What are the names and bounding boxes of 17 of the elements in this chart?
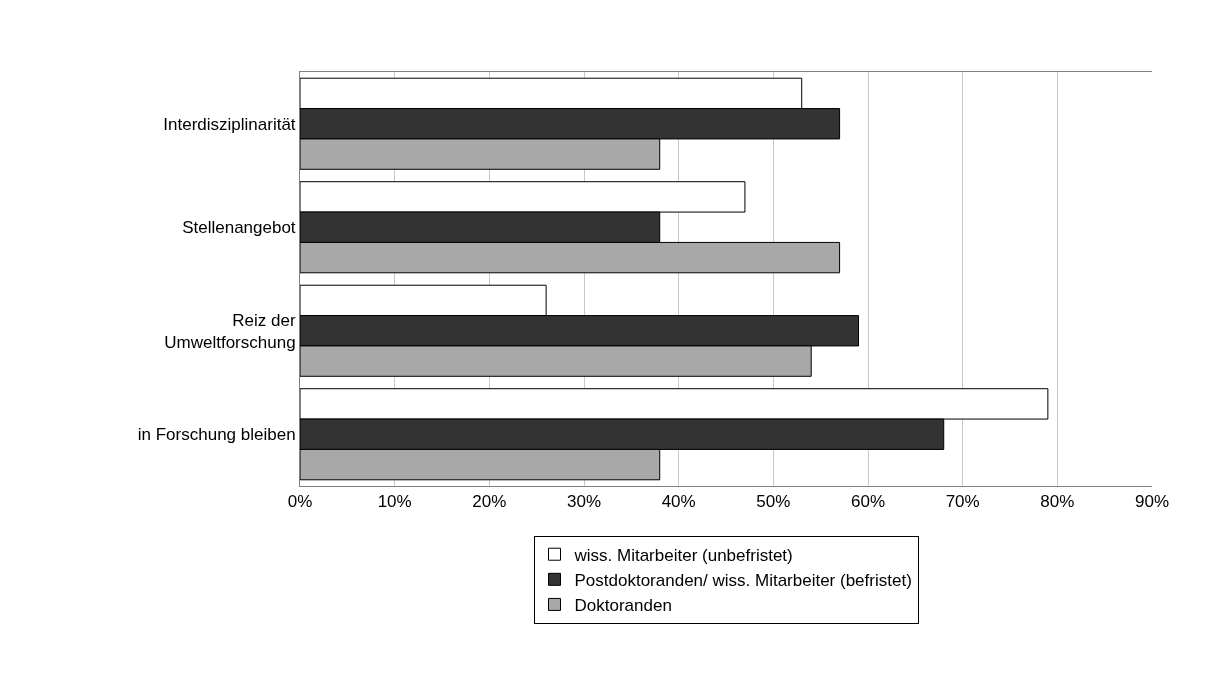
x-tick-label: 0%	[287, 492, 313, 512]
x-tick-label: 90%	[1134, 492, 1170, 512]
legend-label: Doktoranden	[574, 596, 672, 616]
x-tick-label: 20%	[472, 492, 507, 512]
x-tick-label: 80%	[1040, 492, 1075, 512]
x-tick-label: 40%	[661, 492, 696, 512]
x-tick-label: 50%	[756, 492, 791, 512]
x-tick-label: 70%	[945, 492, 980, 512]
legend-label: wiss. Mitarbeiter (unbefristet)	[573, 545, 793, 565]
x-tick-label: 30%	[566, 492, 602, 512]
y-tick-label: Interdisziplinarität	[163, 114, 296, 134]
y-tick-label: Stellenangebot	[182, 218, 296, 238]
x-tick-label: 60%	[850, 492, 886, 512]
y-tick-label: Reiz der Umweltforschung	[164, 310, 296, 352]
legend-label: Postdoktoranden/ wiss. Mitarbeiter (befristet)	[574, 570, 912, 590]
x-tick-label: 10%	[377, 492, 412, 512]
y-tick-label: in Forschung bleiben	[137, 425, 296, 445]
